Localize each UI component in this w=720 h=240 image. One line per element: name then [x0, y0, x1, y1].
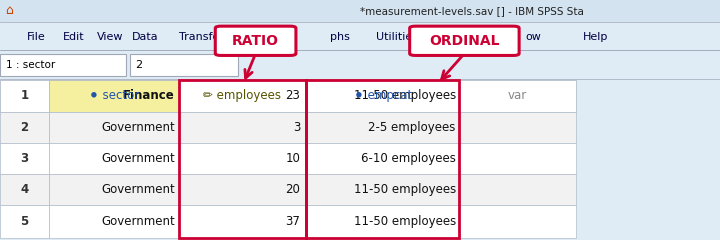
Text: Government: Government [102, 215, 175, 228]
Text: ow: ow [526, 32, 541, 42]
FancyBboxPatch shape [49, 112, 179, 143]
FancyBboxPatch shape [179, 205, 306, 238]
Text: 11-50 employees: 11-50 employees [354, 215, 456, 228]
Text: *measurement-levels.sav [] - IBM SPSS Sta: *measurement-levels.sav [] - IBM SPSS St… [360, 6, 584, 16]
Text: 3: 3 [293, 121, 300, 134]
Text: Government: Government [102, 152, 175, 165]
FancyBboxPatch shape [0, 54, 126, 76]
FancyBboxPatch shape [0, 205, 49, 238]
FancyBboxPatch shape [215, 26, 296, 55]
FancyBboxPatch shape [179, 174, 306, 205]
Text: Help: Help [583, 32, 608, 42]
FancyBboxPatch shape [459, 174, 576, 205]
FancyBboxPatch shape [179, 80, 306, 112]
Text: RATIO: RATIO [232, 34, 279, 48]
Text: 10: 10 [285, 152, 300, 165]
FancyBboxPatch shape [49, 205, 179, 238]
FancyBboxPatch shape [306, 80, 459, 112]
FancyBboxPatch shape [49, 80, 179, 112]
FancyBboxPatch shape [49, 143, 179, 174]
Text: 11-50 employees: 11-50 employees [354, 90, 456, 102]
FancyBboxPatch shape [306, 80, 459, 112]
Text: ORDINAL: ORDINAL [429, 34, 500, 48]
Text: 1 : sector: 1 : sector [6, 60, 55, 70]
FancyBboxPatch shape [179, 143, 306, 174]
Text: var: var [508, 90, 527, 102]
FancyBboxPatch shape [459, 80, 576, 112]
Text: 23: 23 [285, 90, 300, 102]
Text: ⌂: ⌂ [5, 4, 12, 17]
Text: 3: 3 [20, 152, 29, 165]
FancyBboxPatch shape [459, 80, 576, 112]
FancyBboxPatch shape [0, 80, 49, 112]
Text: 2: 2 [135, 60, 143, 70]
Text: Government: Government [102, 121, 175, 134]
FancyBboxPatch shape [130, 54, 238, 76]
FancyBboxPatch shape [306, 174, 459, 205]
Text: Finance: Finance [123, 90, 175, 102]
FancyBboxPatch shape [0, 143, 49, 174]
Text: 20: 20 [285, 183, 300, 196]
Text: View: View [97, 32, 124, 42]
Text: ✏ employees: ✏ employees [203, 90, 282, 102]
FancyBboxPatch shape [0, 50, 720, 79]
FancyBboxPatch shape [459, 143, 576, 174]
Text: Transform: Transform [179, 32, 234, 42]
FancyBboxPatch shape [459, 205, 576, 238]
Text: 11-50 employees: 11-50 employees [354, 183, 456, 196]
FancyBboxPatch shape [306, 143, 459, 174]
FancyBboxPatch shape [0, 80, 49, 112]
FancyBboxPatch shape [49, 80, 179, 112]
FancyBboxPatch shape [0, 0, 720, 22]
Text: ⚫ sector: ⚫ sector [89, 90, 139, 102]
FancyBboxPatch shape [49, 174, 179, 205]
FancyBboxPatch shape [0, 22, 720, 50]
FancyBboxPatch shape [0, 174, 49, 205]
Text: 2: 2 [20, 121, 29, 134]
Text: 2-5 employees: 2-5 employees [369, 121, 456, 134]
Text: Utilities: Utilities [376, 32, 418, 42]
Text: 1: 1 [20, 90, 29, 102]
FancyBboxPatch shape [410, 26, 519, 55]
Text: 4: 4 [20, 183, 29, 196]
FancyBboxPatch shape [0, 112, 49, 143]
Text: phs: phs [330, 32, 350, 42]
Text: 5: 5 [20, 215, 29, 228]
FancyBboxPatch shape [179, 80, 306, 112]
Text: Data: Data [132, 32, 158, 42]
FancyBboxPatch shape [306, 112, 459, 143]
FancyBboxPatch shape [459, 112, 576, 143]
Text: 6-10 employees: 6-10 employees [361, 152, 456, 165]
Text: File: File [27, 32, 46, 42]
Text: 37: 37 [285, 215, 300, 228]
FancyBboxPatch shape [179, 112, 306, 143]
Text: Government: Government [102, 183, 175, 196]
Text: Edit: Edit [63, 32, 85, 42]
FancyBboxPatch shape [306, 205, 459, 238]
Text: ⚫ empcat: ⚫ empcat [354, 90, 412, 102]
